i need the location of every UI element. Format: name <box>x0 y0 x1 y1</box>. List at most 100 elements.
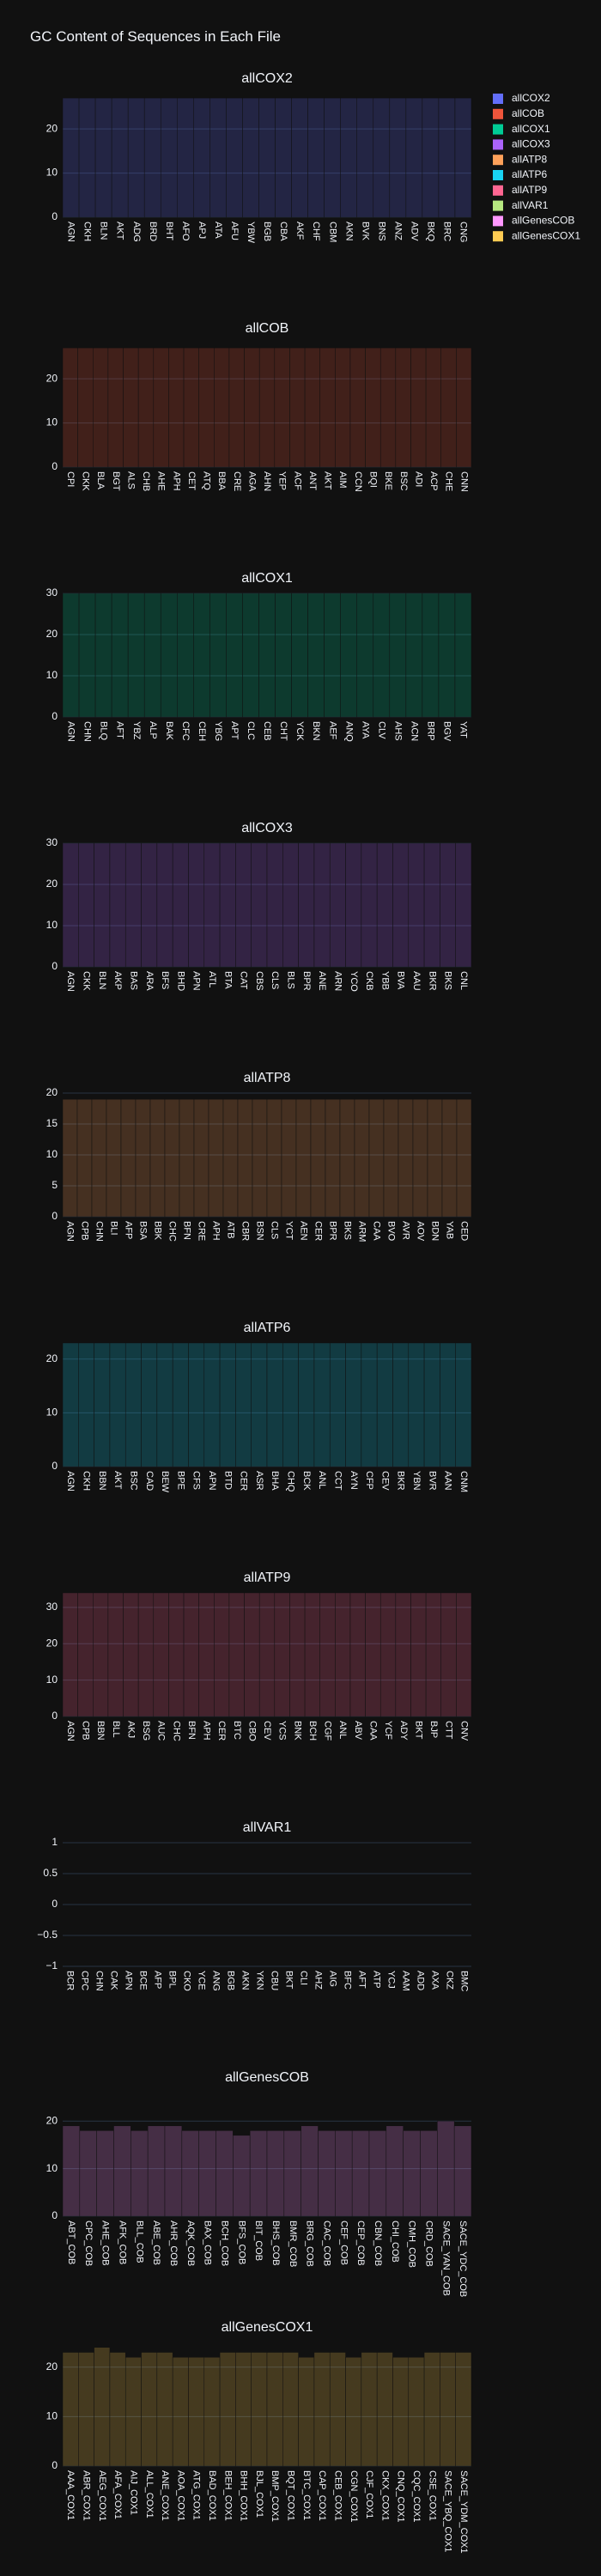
x-tick-label: BKS <box>443 971 453 990</box>
bar <box>258 1592 276 1717</box>
x-tick-label: AKN <box>240 1971 251 1990</box>
x-tick-label: AFP <box>124 1221 134 1239</box>
legend-swatch <box>493 231 503 242</box>
y-tick-label: 0 <box>52 710 58 722</box>
bar <box>324 97 341 218</box>
bar <box>123 1592 139 1717</box>
y-tick-label: 0.5 <box>43 1867 58 1879</box>
x-tick-label: AGN <box>65 1471 76 1492</box>
x-tick-label: BGB <box>262 222 272 241</box>
x-tick-label: BRP <box>425 721 435 741</box>
x-tick-label: ANT <box>307 471 318 490</box>
x-tick-label: CPB <box>80 1221 90 1241</box>
x-tick-label: BAS <box>128 971 138 990</box>
bar <box>181 2130 199 2217</box>
x-tick-label: CLS <box>270 1221 280 1239</box>
x-tick-label: BKS <box>343 1221 353 1240</box>
x-tick-label: CQC_COX1 <box>411 2470 422 2523</box>
bar <box>78 1342 94 1467</box>
x-tick-label: BTA <box>222 971 233 989</box>
x-tick-label: YAT <box>458 721 469 738</box>
x-tick-label: ALP <box>148 721 158 739</box>
x-tick-label: CEH <box>197 721 207 741</box>
bar <box>283 2130 301 2217</box>
bar <box>454 592 472 718</box>
x-tick-label: BPE <box>175 1471 185 1490</box>
bar <box>368 2130 387 2217</box>
x-tick-label: BHH_COX1 <box>239 2470 249 2521</box>
x-tick-label: AGN <box>65 1721 76 1741</box>
bar <box>177 592 194 718</box>
bar <box>340 592 357 718</box>
bar <box>398 1098 414 1218</box>
x-tick-label: CKO <box>182 1971 192 1991</box>
y-tick-label: 10 <box>46 669 58 681</box>
x-tick-label: CLS <box>270 971 280 989</box>
bar <box>425 1592 441 1717</box>
x-tick-label: BHT <box>164 222 174 240</box>
x-tick-label: CEV <box>379 1471 390 1491</box>
y-tick-label: 10 <box>46 919 58 931</box>
x-tick-label: BRG_COB <box>305 2221 315 2267</box>
x-tick-label: CKX_COX1 <box>379 2470 390 2521</box>
bar <box>335 2130 353 2217</box>
bar <box>298 2357 315 2467</box>
bar <box>78 97 96 218</box>
x-tick-label: CNM <box>458 1471 469 1492</box>
x-tick-label: YBW <box>246 222 256 244</box>
x-tick-label: AEG_COX1 <box>97 2470 107 2521</box>
bar <box>281 1098 297 1218</box>
x-tick-label: BBK <box>153 1221 163 1241</box>
x-tick-label: ATB <box>226 1221 236 1239</box>
bar <box>188 2357 205 2467</box>
x-tick-label: ABV <box>353 1721 363 1741</box>
x-tick-label: ACP <box>428 471 439 491</box>
x-tick-label: AFT <box>357 1971 367 1989</box>
x-tick-label: YCE <box>197 1971 207 1990</box>
bar <box>354 1098 370 1218</box>
y-tick-label: 20 <box>46 2360 58 2372</box>
bar <box>251 2352 268 2467</box>
bar <box>193 592 210 718</box>
bar <box>149 1098 166 1218</box>
x-tick-label: CAC_COB <box>322 2221 332 2266</box>
bar <box>319 347 336 468</box>
bar <box>62 1342 79 1467</box>
y-tick-label: 0 <box>52 960 58 972</box>
bar <box>216 2130 234 2217</box>
bar <box>298 842 315 968</box>
x-tick-label: BCH <box>307 1721 318 1741</box>
bar <box>408 842 425 968</box>
bar <box>78 592 96 718</box>
x-tick-label: APH <box>211 1221 222 1241</box>
bar <box>410 1592 427 1717</box>
x-tick-label: AGN <box>66 721 76 742</box>
bar <box>376 842 393 968</box>
x-tick-label: CGF <box>323 1721 333 1741</box>
legend-label: allCOX3 <box>512 138 550 150</box>
bar <box>164 1098 180 1218</box>
bar <box>77 347 94 468</box>
y-tick-label: 30 <box>46 836 58 848</box>
subplot-title: allCOX1 <box>241 571 293 586</box>
x-tick-label: AHN <box>262 471 272 491</box>
x-tick-label: BVR <box>427 1471 437 1491</box>
bar <box>62 97 80 218</box>
x-tick-label: ASR <box>254 1471 264 1491</box>
x-tick-label: AUC <box>156 1721 167 1741</box>
x-tick-label: CHN <box>94 1221 105 1242</box>
x-tick-label: ANQ <box>343 721 354 742</box>
x-tick-label: BHS_COB <box>270 2221 281 2266</box>
bar <box>335 1592 351 1717</box>
x-tick-label: BLA <box>95 471 106 489</box>
bar <box>164 2125 183 2217</box>
x-tick-label: CHN <box>82 721 93 742</box>
x-tick-label: BNK <box>292 1721 302 1741</box>
bar <box>291 97 308 218</box>
bar <box>304 347 320 468</box>
legend-label: allATP8 <box>512 153 547 165</box>
bar <box>127 592 145 718</box>
bar <box>423 1342 440 1467</box>
bar <box>365 347 381 468</box>
